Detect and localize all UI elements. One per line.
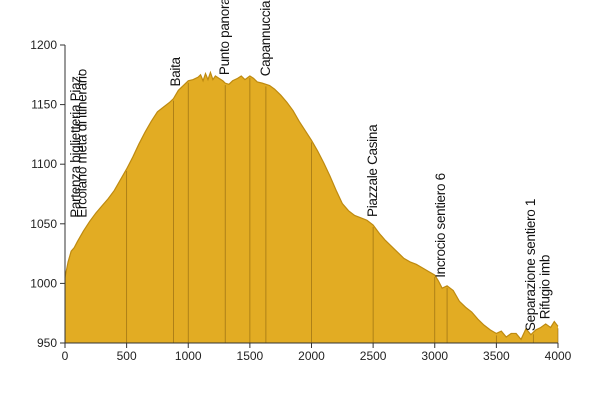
waypoint-label: Capannuccia - meta ravvicinata [258,0,273,76]
waypoint-label: Baita [168,56,183,86]
axes-group [60,44,559,348]
y-tick-label: 1000 [30,276,57,290]
y-tick-label: 1150 [31,98,57,112]
y-tick-label: 1200 [30,38,57,52]
waypoint-label: Punto panoramico [217,0,232,75]
elevation-outline [64,70,559,341]
x-tick-label: 4000 [545,349,572,363]
waypoint-label: Incrocio sentiero 6 [433,173,448,278]
y-tick-label: 1100 [31,157,57,171]
x-tick-label: 1000 [175,349,202,363]
tick-labels-group: 950 1000 1050 1100 1150 1200 0 500 1000 1500 2000 2… [30,38,571,363]
waypoint-label: Ercolano meta di itinerario [75,69,90,218]
waypoint-label: Rifugio imb [538,255,553,319]
x-tick-label: 500 [117,349,137,363]
x-tick-label: 3000 [421,349,448,363]
x-tick-label: 2000 [298,349,325,363]
waypoint-labels-group: Partenza biglietteria Piaz.Ercolano meta… [68,0,553,331]
x-tick-label: 0 [62,349,69,363]
y-tick-label: 950 [37,336,57,350]
x-tick-label: 1500 [237,349,264,363]
waypoint-label: Partenza biglietteria Piaz. [68,73,83,218]
waypoint-label: Separazione sentiero 1 [523,199,538,331]
x-tick-label: 2500 [360,349,387,363]
waypoint-label: Piazzale Casina [365,124,380,217]
x-tick-label: 3500 [483,349,510,363]
marker-lines-group [126,77,559,343]
y-tick-label: 1050 [30,217,57,231]
